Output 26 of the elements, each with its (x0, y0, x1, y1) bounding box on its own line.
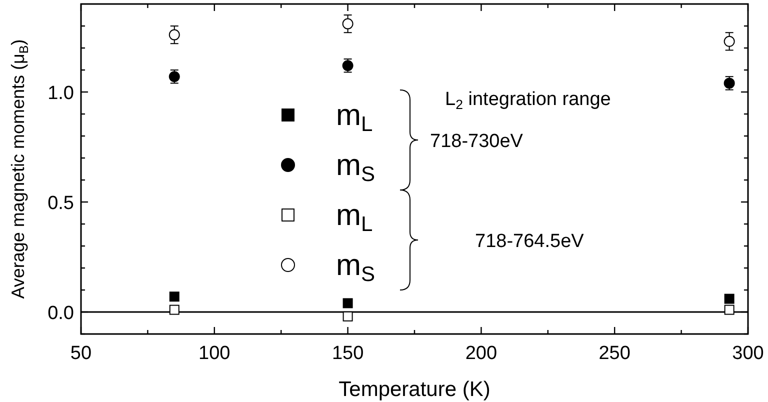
x-axis-title: Temperature (K) (338, 378, 490, 401)
point (168, 29, 180, 40)
x-tick-label: 50 (70, 343, 92, 364)
x-tick-label: 300 (732, 343, 764, 364)
legend-label: m$_{S}$ (336, 149, 376, 186)
point (342, 18, 354, 30)
point (724, 36, 735, 47)
legend-label: m$_{L}$ (336, 199, 373, 236)
point (342, 298, 353, 308)
annotation: L$_{2}$ integration range (445, 89, 611, 112)
y-tick-label: 1.0 (48, 83, 74, 104)
point (169, 304, 180, 315)
x-tick-label: 100 (198, 343, 230, 364)
text: 0.0 (48, 303, 74, 324)
x-tick-label: 150 (332, 343, 364, 364)
annotation: 718-764.5eV (475, 231, 584, 252)
point (169, 292, 180, 302)
annotation: 718-730eV (430, 131, 524, 152)
legend-label: m$_{S}$ (336, 249, 376, 286)
point (342, 311, 353, 322)
legend-label: m$_{L}$ (336, 99, 373, 136)
point (724, 294, 734, 304)
point (724, 304, 734, 315)
y-tick-label: 0.5 (48, 193, 74, 214)
x-tick-label: 200 (465, 343, 498, 364)
x-tick-label: 250 (598, 343, 630, 364)
